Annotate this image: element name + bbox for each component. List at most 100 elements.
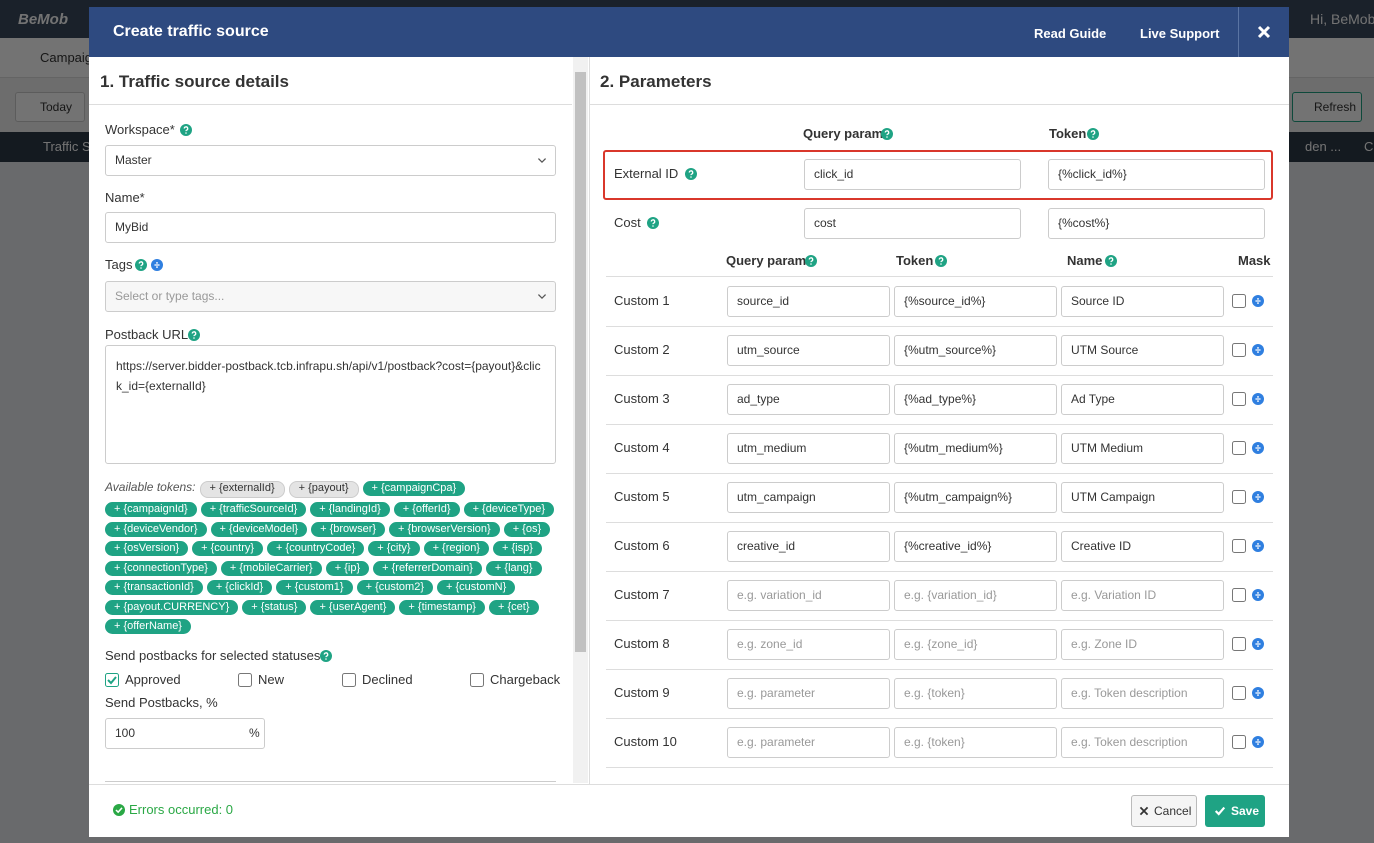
token-chip[interactable]: + {userAgent}: [310, 599, 396, 615]
cancel-button[interactable]: Cancel: [1131, 795, 1197, 827]
text-input[interactable]: e.g. Token description: [1061, 727, 1224, 758]
token-chip[interactable]: + {clickId}: [206, 580, 273, 595]
token-chip[interactable]: + {osVersion}: [105, 541, 189, 556]
token-chip[interactable]: + {externalId}: [199, 481, 285, 498]
info-icon[interactable]: [1252, 736, 1264, 748]
text-input[interactable]: source_id: [727, 286, 890, 317]
help-icon[interactable]: [1087, 128, 1099, 140]
help-icon[interactable]: [180, 124, 192, 136]
select[interactable]: Select or type tags...: [105, 281, 556, 312]
token-chip[interactable]: + {mobileCarrier}: [220, 560, 322, 576]
token-chip[interactable]: + {region}: [423, 541, 489, 556]
info-icon[interactable]: [1252, 589, 1264, 601]
token-chip[interactable]: + {trafficSourceId}: [200, 502, 307, 517]
text-input[interactable]: {%source_id%}: [894, 286, 1057, 317]
token-chip[interactable]: + {cet}: [489, 599, 539, 615]
text-input[interactable]: e.g. Variation ID: [1061, 580, 1224, 611]
help-icon[interactable]: [135, 259, 147, 271]
token-chip[interactable]: + {custom2}: [356, 580, 434, 595]
token-chip[interactable]: + {lang}: [485, 560, 542, 576]
checkbox[interactable]: [1232, 392, 1246, 406]
text-input[interactable]: MyBid: [105, 212, 556, 243]
info-icon[interactable]: [1252, 393, 1264, 405]
checkbox[interactable]: [1232, 735, 1246, 749]
token-chip[interactable]: + {isp}: [492, 541, 542, 556]
token-chip[interactable]: + {deviceModel}: [210, 521, 308, 537]
text-input[interactable]: ad_type: [727, 384, 890, 415]
text-input[interactable]: Source ID: [1061, 286, 1224, 317]
token-chip[interactable]: + {country}: [192, 541, 264, 556]
token-chip[interactable]: + {deviceType}: [463, 502, 555, 517]
text-input[interactable]: creative_id: [727, 531, 890, 562]
info-icon[interactable]: [1252, 687, 1264, 699]
help-icon[interactable]: [935, 255, 947, 267]
text-input[interactable]: e.g. {zone_id}: [894, 629, 1057, 660]
close-button[interactable]: [1257, 25, 1271, 39]
checkbox[interactable]: [1232, 637, 1246, 651]
text-input[interactable]: {%ad_type%}: [894, 384, 1057, 415]
text-input[interactable]: e.g. Token description: [1061, 678, 1224, 709]
help-icon[interactable]: [685, 168, 697, 180]
token-chip[interactable]: + {customN}: [437, 580, 516, 595]
info-icon[interactable]: [1252, 295, 1264, 307]
token-chip[interactable]: + {os}: [503, 521, 551, 537]
text-input[interactable]: {%utm_campaign%}: [894, 482, 1057, 513]
token-chip[interactable]: + {campaignCpa}: [362, 481, 466, 496]
info-icon[interactable]: [1252, 540, 1264, 552]
help-icon[interactable]: [805, 255, 817, 267]
info-icon[interactable]: [1252, 638, 1264, 650]
text-input[interactable]: e.g. variation_id: [727, 580, 890, 611]
info-icon[interactable]: [1252, 491, 1264, 503]
token-chip[interactable]: + {countryCode}: [267, 541, 365, 556]
text-input[interactable]: Creative ID: [1061, 531, 1224, 562]
token-chip[interactable]: + {referrerDomain}: [373, 560, 482, 576]
token-chip[interactable]: + {transactionId}: [105, 580, 203, 595]
token-chip[interactable]: + {browser}: [311, 521, 386, 537]
token-chip[interactable]: + {status}: [242, 599, 307, 615]
number-input[interactable]: 100: [105, 718, 265, 749]
text-input[interactable]: utm_source: [727, 335, 890, 366]
checkbox[interactable]: [470, 673, 484, 687]
text-input[interactable]: e.g. parameter: [727, 678, 890, 709]
info-icon[interactable]: [1252, 344, 1264, 356]
text-input[interactable]: {%creative_id%}: [894, 531, 1057, 562]
text-input[interactable]: e.g. {token}: [894, 727, 1057, 758]
checkbox[interactable]: [342, 673, 356, 687]
text-input[interactable]: utm_medium: [727, 433, 890, 464]
checkbox[interactable]: [1232, 441, 1246, 455]
read-guide-link[interactable]: Read Guide: [1034, 26, 1107, 41]
text-input[interactable]: e.g. parameter: [727, 727, 890, 758]
text-input[interactable]: {%click_id%}: [1048, 159, 1265, 190]
text-input[interactable]: e.g. {variation_id}: [894, 580, 1057, 611]
token-chip[interactable]: + {browserVersion}: [389, 521, 500, 537]
text-input[interactable]: UTM Medium: [1061, 433, 1224, 464]
token-chip[interactable]: + {offerId}: [393, 502, 460, 517]
checkbox[interactable]: [238, 673, 252, 687]
text-input[interactable]: Ad Type: [1061, 384, 1224, 415]
text-input[interactable]: click_id: [804, 159, 1021, 190]
token-chip[interactable]: + {custom1}: [276, 580, 353, 595]
token-chip[interactable]: + {connectionType}: [105, 560, 217, 576]
checkbox[interactable]: [1232, 686, 1246, 700]
text-input[interactable]: UTM Campaign: [1061, 482, 1224, 513]
token-chip[interactable]: + {deviceVendor}: [105, 521, 207, 537]
text-input[interactable]: {%utm_medium%}: [894, 433, 1057, 464]
live-support-link[interactable]: Live Support: [1140, 26, 1220, 41]
text-input[interactable]: UTM Source: [1061, 335, 1224, 366]
checkbox[interactable]: [1232, 343, 1246, 357]
help-icon[interactable]: [320, 650, 332, 662]
token-chip[interactable]: + {payout.CURRENCY}: [105, 599, 239, 615]
checkbox[interactable]: [105, 673, 119, 687]
info-icon[interactable]: [151, 259, 163, 271]
checkbox[interactable]: [1232, 588, 1246, 602]
text-input[interactable]: e.g. zone_id: [727, 629, 890, 660]
token-chip[interactable]: + {city}: [368, 541, 420, 556]
save-button[interactable]: Save: [1205, 795, 1265, 827]
select[interactable]: Master: [105, 145, 556, 176]
token-chip[interactable]: + {campaignId}: [105, 502, 197, 517]
text-input[interactable]: {%cost%}: [1048, 208, 1265, 239]
token-chip[interactable]: + {payout}: [288, 481, 359, 498]
help-icon[interactable]: [647, 217, 659, 229]
token-chip[interactable]: + {timestamp}: [399, 599, 485, 615]
text-input[interactable]: utm_campaign: [727, 482, 890, 513]
